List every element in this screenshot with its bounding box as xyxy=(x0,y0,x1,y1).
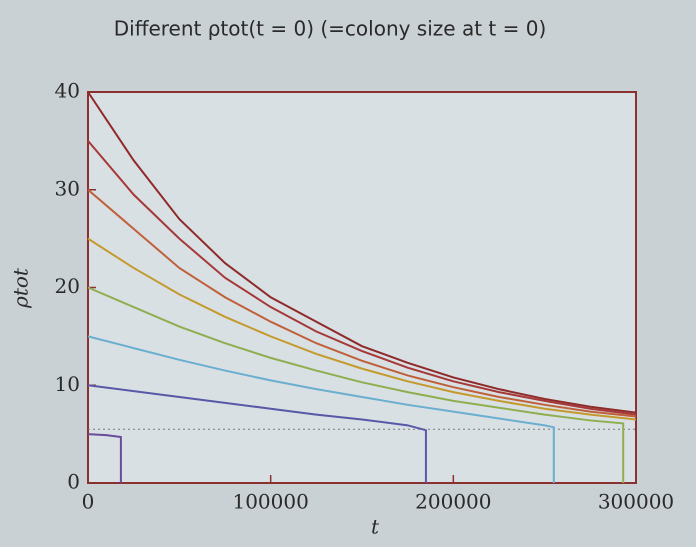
series-line xyxy=(87,384,427,483)
x-axis-label: t xyxy=(371,515,380,539)
y-tick-label: 30 xyxy=(55,176,80,200)
series-line xyxy=(87,433,122,483)
series-line xyxy=(87,91,637,414)
plot-area xyxy=(87,91,637,484)
x-tick-label: 0 xyxy=(82,490,95,514)
series-line xyxy=(87,140,637,416)
y-tick-label: 0 xyxy=(67,470,80,494)
series-line xyxy=(87,188,637,418)
y-tick-label: 10 xyxy=(55,372,80,396)
series-line xyxy=(87,335,555,483)
x-tick-label: 200000 xyxy=(415,490,491,514)
chart-title: Different ρtot(t = 0) (=colony size at t… xyxy=(114,17,547,41)
y-tick-label: 20 xyxy=(55,274,80,298)
y-axis-label: ρtot xyxy=(9,267,33,309)
series-line xyxy=(87,286,625,483)
x-tick-label: 100000 xyxy=(232,490,308,514)
x-tick-label: 300000 xyxy=(598,490,674,514)
series-line xyxy=(87,237,637,421)
y-tick-label: 40 xyxy=(55,79,80,103)
